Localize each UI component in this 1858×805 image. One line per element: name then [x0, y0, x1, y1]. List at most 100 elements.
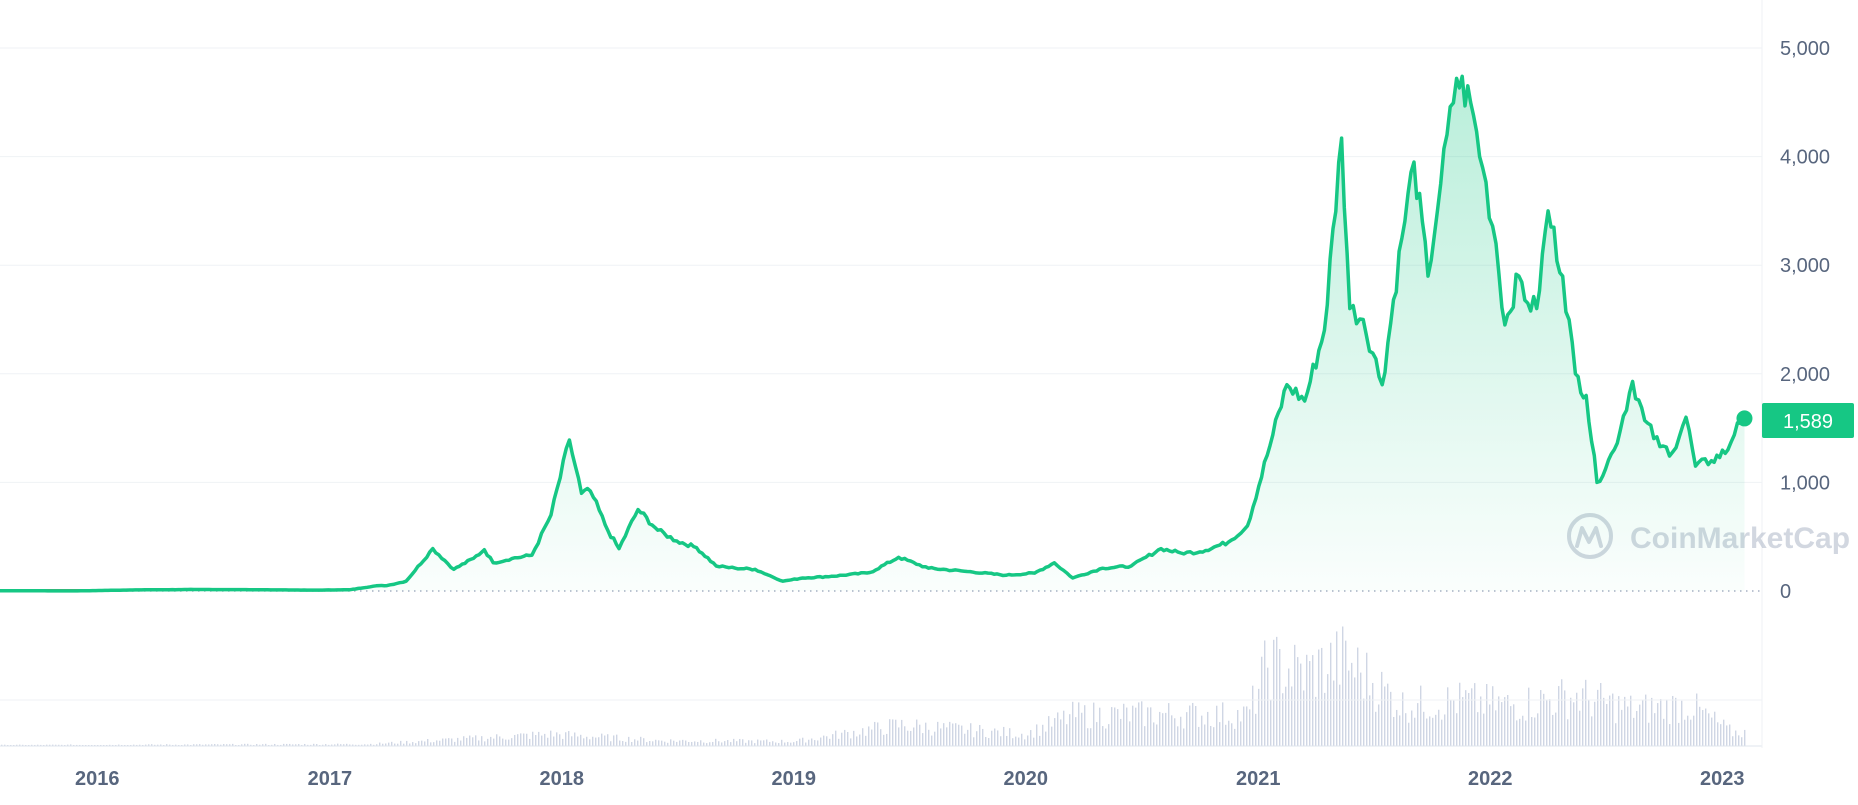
volume-bar — [1300, 663, 1302, 746]
volume-bar — [925, 722, 927, 746]
volume-bar — [409, 743, 411, 746]
volume-bar — [1357, 647, 1359, 746]
volume-bar — [637, 740, 639, 746]
x-tick-label: 2023 — [1700, 768, 1745, 790]
volume-bar — [346, 743, 348, 746]
volume-bar — [1558, 686, 1560, 746]
volume-bar — [1555, 712, 1557, 746]
volume-bar — [391, 741, 393, 746]
volume-bar — [1267, 667, 1269, 746]
volume-bar — [1405, 713, 1407, 746]
volume-bar — [655, 739, 657, 746]
volume-bar — [445, 738, 447, 746]
volume-bar — [787, 742, 789, 746]
volume-bar — [1186, 712, 1188, 746]
volume-bar — [1516, 720, 1518, 746]
volume-bar — [1018, 737, 1020, 746]
volume-bar — [1216, 705, 1218, 746]
volume-bar — [1147, 707, 1149, 746]
volume-bar — [733, 738, 735, 746]
volume-bar — [1318, 649, 1320, 746]
volume-bar — [625, 741, 627, 746]
volume-bar — [1684, 719, 1686, 746]
volume-bar — [856, 736, 858, 746]
volume-bar — [361, 744, 363, 746]
volume-bar — [1549, 699, 1551, 746]
volume-bar — [589, 739, 591, 746]
x-tick-label: 2018 — [540, 768, 585, 790]
volume-bar — [1615, 723, 1617, 746]
volume-bar — [943, 723, 945, 746]
volume-bar — [1372, 682, 1374, 746]
volume-bar — [175, 744, 177, 746]
volume-bar — [1720, 724, 1722, 746]
volume-bar — [475, 735, 477, 746]
volume-bar — [31, 744, 33, 746]
volume-bar — [1330, 642, 1332, 746]
volume-bar — [358, 744, 360, 746]
volume-bar — [1240, 721, 1242, 746]
volume-bar — [1435, 714, 1437, 746]
volume-bar — [1612, 693, 1614, 746]
volume-bar — [1441, 719, 1443, 746]
volume-bar — [1144, 726, 1146, 746]
volume-bar — [499, 736, 501, 746]
y-tick-label: 5,000 — [1780, 38, 1830, 60]
volume-bar — [1264, 640, 1266, 746]
volume-bar — [286, 743, 288, 746]
volume-bar — [991, 730, 993, 746]
volume-bar — [817, 740, 819, 746]
volume-bar — [508, 739, 510, 746]
volume-bar — [355, 744, 357, 746]
volume-bar — [1471, 688, 1473, 746]
volume-bar — [781, 739, 783, 746]
volume-bar — [1420, 685, 1422, 746]
volume-bar — [883, 734, 885, 746]
volume-bar — [907, 730, 909, 746]
volume-bar — [1609, 695, 1611, 746]
volume-bar — [49, 744, 51, 746]
volume-bar — [985, 736, 987, 746]
volume-bar — [937, 721, 939, 746]
volume-bar — [1309, 661, 1311, 746]
volume-bar — [814, 740, 816, 746]
volume-bar — [973, 737, 975, 746]
volume-bar — [247, 743, 249, 746]
volume-bar — [928, 729, 930, 746]
volume-bar — [553, 736, 555, 746]
volume-bar — [364, 744, 366, 746]
volume-bar — [607, 734, 609, 746]
volume-bar — [40, 744, 42, 746]
volume-bar — [835, 730, 837, 746]
volume-bar — [1594, 701, 1596, 746]
volume-bar — [1522, 715, 1524, 746]
volume-bar — [1027, 735, 1029, 746]
volume-bar — [154, 744, 156, 746]
volume-bar — [1597, 689, 1599, 746]
x-tick-label: 2022 — [1468, 768, 1513, 790]
volume-bar — [649, 741, 651, 746]
volume-bar — [793, 742, 795, 746]
volume-bar — [1648, 722, 1650, 746]
volume-bar — [910, 730, 912, 746]
volume-bar — [721, 742, 723, 746]
volume-bar — [1030, 730, 1032, 746]
volume-bar — [1159, 711, 1161, 746]
volume-bar — [34, 744, 36, 746]
volume-bar — [1069, 714, 1071, 746]
volume-bar — [1672, 695, 1674, 746]
volume-bar — [1039, 735, 1041, 746]
y-tick-label: 0 — [1780, 581, 1791, 603]
volume-bar — [748, 740, 750, 746]
x-tick-label: 2021 — [1236, 768, 1281, 790]
volume-bar — [568, 731, 570, 746]
volume-bar — [61, 744, 63, 746]
volume-bar — [1717, 722, 1719, 746]
volume-bar — [373, 744, 375, 746]
volume-bar — [223, 744, 225, 746]
volume-bar — [1645, 694, 1647, 746]
volume-bar — [151, 744, 153, 746]
volume-bar — [949, 721, 951, 746]
